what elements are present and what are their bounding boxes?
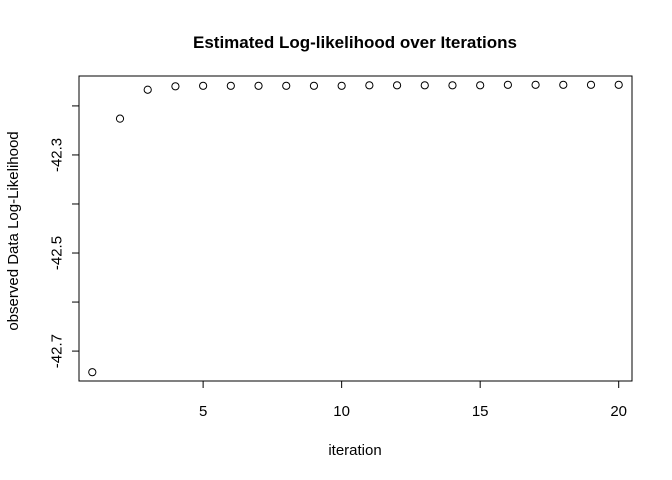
x-tick-label: 10 <box>333 403 350 420</box>
x-tick-label: 15 <box>472 403 489 420</box>
x-axis-label: iteration <box>328 442 381 459</box>
data-point <box>226 81 235 90</box>
data-point <box>559 80 568 89</box>
plot-frame <box>78 75 633 382</box>
data-point <box>503 80 512 89</box>
data-point <box>586 80 596 89</box>
data-point <box>614 80 623 89</box>
y-axis-label: observed Data Log-Likelihood <box>5 131 22 330</box>
data-point <box>143 85 152 94</box>
data-point <box>337 81 346 90</box>
y-tick-label: -42.5 <box>49 236 66 270</box>
data-point <box>199 81 208 90</box>
data-point <box>309 81 319 90</box>
y-axis: -42.3 -42.5 -42.7 <box>49 105 80 368</box>
y-tick-label: -42.7 <box>49 334 66 368</box>
data-point <box>171 82 180 91</box>
data-points <box>88 80 623 377</box>
x-tick-label: 20 <box>610 403 627 420</box>
x-axis: 5 10 15 20 <box>199 380 627 420</box>
data-point <box>365 81 374 90</box>
x-tick-label: 5 <box>199 403 207 420</box>
data-point <box>115 114 125 123</box>
data-point <box>476 81 485 90</box>
data-point <box>88 368 97 377</box>
data-point <box>254 81 263 90</box>
data-point <box>420 81 429 90</box>
data-point <box>282 81 291 90</box>
data-point <box>531 80 540 89</box>
data-point <box>448 81 457 90</box>
y-tick-label: -42.3 <box>49 138 66 172</box>
chart-title: Estimated Log-likelihood over Iterations <box>193 33 517 52</box>
data-point <box>392 81 402 90</box>
